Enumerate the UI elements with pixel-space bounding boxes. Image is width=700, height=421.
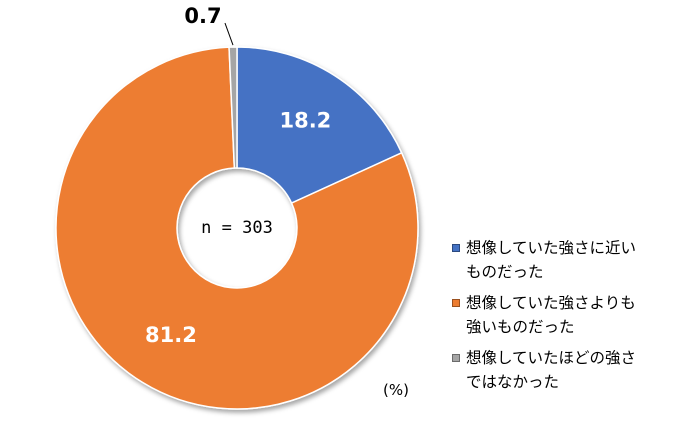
legend-label-line1: 想像していた強さよりも <box>466 294 636 312</box>
legend-label-line2: 強いものだった <box>466 318 575 336</box>
small-slice-leader-line <box>224 22 234 46</box>
legend-label-line1: 想像していた強さに近い <box>466 239 637 257</box>
value-label-stronger: 81.2 <box>145 323 197 347</box>
value-label-weaker: 0.7 <box>184 4 221 28</box>
legend-item-stronger: 想像していた強さよりも 強いものだった <box>452 291 692 339</box>
legend-label-line2: ものだった <box>466 263 544 281</box>
legend-swatch-orange <box>452 299 460 307</box>
legend-label-line1: 想像していたほどの強さ <box>466 349 637 367</box>
value-label-near-expected: 18.2 <box>279 109 331 133</box>
sample-size-label: n = 303 <box>201 218 273 238</box>
legend-swatch-gray <box>452 354 460 362</box>
legend-item-weaker: 想像していたほどの強さ ではなかった <box>452 346 692 394</box>
legend-label-line2: ではなかった <box>466 373 560 391</box>
slice-weaker <box>228 46 238 169</box>
slice-near-expected <box>236 46 403 205</box>
legend: 想像していた強さに近い ものだった 想像していた強さよりも 強いものだった 想像… <box>452 236 692 401</box>
unit-label: (%) <box>383 381 409 399</box>
slice-stronger <box>55 46 419 410</box>
legend-swatch-blue <box>452 244 460 252</box>
legend-item-near-expected: 想像していた強さに近い ものだった <box>452 236 692 284</box>
